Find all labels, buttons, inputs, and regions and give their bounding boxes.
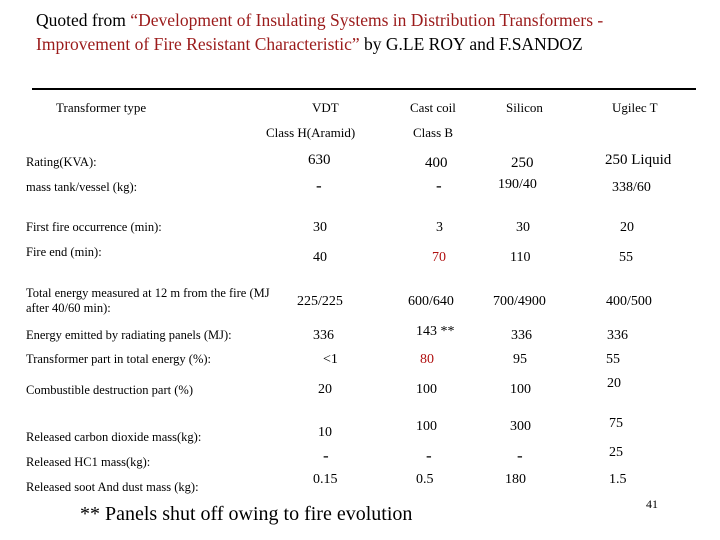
cell-total-energy-cast-coil: 600/640 (408, 294, 454, 309)
cell-mass-tank-vdt: - (316, 176, 322, 195)
cell-total-energy-silicon: 700/4900 (493, 294, 546, 309)
col-header-ugilec-t: Ugilec T (612, 100, 658, 115)
row-label-mass-tank: mass tank/vessel (kg): (26, 180, 138, 194)
row-label-first-fire: First fire occurrence (min): (26, 220, 162, 234)
cell-carbon-dioxide-cast-coil: 100 (416, 419, 437, 434)
cell-soot-ugilec: 1.5 (609, 472, 627, 487)
cell-soot-cast-coil: 0.5 (416, 472, 434, 487)
row-label-hc1: Released HC1 mass(kg): (26, 455, 151, 469)
row-label-total-energy: Total energy measured at 12 m from the f… (26, 286, 270, 315)
cell-combustible-vdt: 20 (318, 382, 332, 397)
cell-rating-silicon: 250 (511, 155, 534, 171)
cell-fire-end-vdt: 40 (313, 250, 327, 265)
row-label-combustible: Combustible destruction part (%) (26, 383, 193, 397)
cell-first-fire-cast-coil: 3 (436, 220, 443, 235)
header-transformer-type: Transformer type (56, 100, 147, 115)
divider-line (32, 88, 696, 90)
row-label-transformer-part: Transformer part in total energy (%): (26, 352, 212, 366)
title-suffix: by G.LE ROY and F.SANDOZ (359, 34, 583, 54)
cell-combustible-silicon: 100 (510, 382, 531, 397)
cell-hc1-cast-coil: - (426, 446, 432, 465)
cell-first-fire-ugilec: 20 (620, 220, 634, 235)
footnote: ** Panels shut off owing to fire evoluti… (80, 503, 413, 525)
cell-combustible-ugilec: 20 (607, 376, 621, 391)
slide-title: Quoted from “Development of Insulating S… (36, 8, 656, 56)
page-number: 41 (646, 497, 658, 511)
cell-rating-vdt: 630 (308, 152, 331, 168)
cell-fire-end-silicon: 110 (510, 250, 531, 265)
cell-energy-emitted-vdt: 336 (313, 328, 334, 343)
cell-transformer-part-vdt: <1 (323, 352, 338, 367)
cell-carbon-dioxide-silicon: 300 (510, 419, 531, 434)
cell-soot-silicon: 180 (505, 472, 526, 487)
cell-energy-emitted-cast-coil: 143 ** (416, 324, 455, 339)
cell-transformer-part-cast-coil: 80 (420, 352, 434, 367)
cell-combustible-cast-coil: 100 (416, 382, 437, 397)
cell-fire-end-cast-coil: 70 (432, 250, 446, 265)
row-label-energy-emitted: Energy emitted by radiating panels (MJ): (26, 328, 232, 342)
cell-transformer-part-ugilec: 55 (606, 352, 620, 367)
row-label-soot: Released soot And dust mass (kg): (26, 480, 199, 494)
cell-rating-ugilec: 250 Liquid (605, 152, 672, 168)
cell-total-energy-vdt: 225/225 (297, 294, 343, 309)
title-prefix: Quoted from (36, 10, 131, 30)
cell-soot-vdt: 0.15 (313, 472, 338, 487)
cell-first-fire-vdt: 30 (313, 220, 327, 235)
cell-energy-emitted-silicon: 336 (511, 328, 532, 343)
col-header-cast-coil: Cast coil (410, 100, 456, 115)
cell-total-energy-ugilec: 400/500 (606, 294, 652, 309)
cell-fire-end-ugilec: 55 (619, 250, 633, 265)
cell-energy-emitted-ugilec: 336 (607, 328, 628, 343)
row-label-fire-end: Fire end (min): (26, 245, 102, 259)
cell-mass-tank-ugilec: 338/60 (612, 180, 651, 195)
row-label-rating: Rating(KVA): (26, 155, 97, 169)
title-quoted: “Development of Insulating Systems in Di… (36, 10, 604, 54)
col-sub-vdt: Class H(Aramid) (266, 125, 356, 140)
col-header-vdt: VDT (312, 100, 339, 115)
cell-hc1-ugilec: 25 (609, 445, 623, 460)
cell-carbon-dioxide-ugilec: 75 (609, 416, 623, 431)
cell-rating-cast-coil: 400 (425, 155, 448, 171)
col-sub-cast-coil: Class B (413, 125, 454, 140)
cell-carbon-dioxide-vdt: 10 (318, 425, 332, 440)
row-label-carbon-dioxide: Released carbon dioxide mass(kg): (26, 430, 202, 444)
cell-first-fire-silicon: 30 (516, 220, 530, 235)
col-header-silicon: Silicon (506, 100, 543, 115)
cell-mass-tank-cast-coil: - (436, 176, 442, 195)
cell-hc1-vdt: - (323, 446, 329, 465)
cell-mass-tank-silicon: 190/40 (498, 177, 537, 192)
cell-hc1-silicon: - (517, 446, 523, 465)
cell-transformer-part-silicon: 95 (513, 352, 527, 367)
